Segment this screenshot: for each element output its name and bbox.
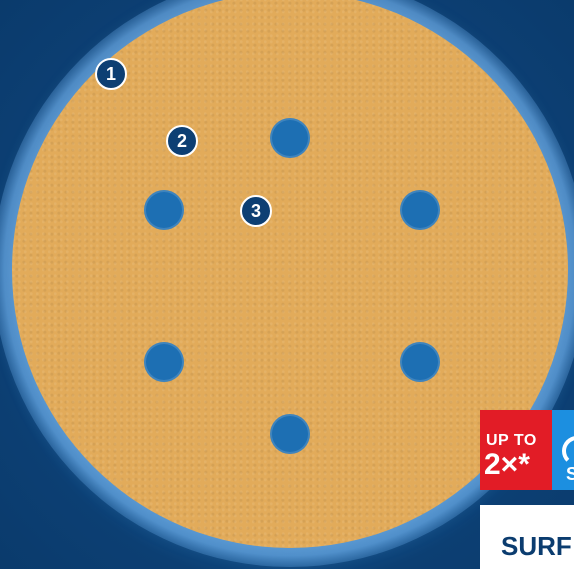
feature-badge-letter: S <box>566 464 574 484</box>
callout-1: 1 <box>95 58 127 90</box>
surface-label: SURF <box>501 531 572 561</box>
disc-hole <box>270 118 310 158</box>
badge-up-to-text: UP TO <box>486 432 537 449</box>
feature-badge: S <box>552 410 574 490</box>
gauge-icon <box>562 436 574 466</box>
disc-hole <box>400 190 440 230</box>
disc-hole <box>144 190 184 230</box>
disc-hole <box>270 414 310 454</box>
callout-2: 2 <box>166 125 198 157</box>
disc-hole <box>144 342 184 382</box>
callout-3: 3 <box>240 195 272 227</box>
badge-multiplier-text: 2×* <box>484 448 530 481</box>
surface-label-strip: SURF <box>480 505 574 569</box>
sanding-disc <box>12 0 568 548</box>
performance-badge: UP TO 2×* <box>480 410 552 490</box>
disc-hole <box>400 342 440 382</box>
